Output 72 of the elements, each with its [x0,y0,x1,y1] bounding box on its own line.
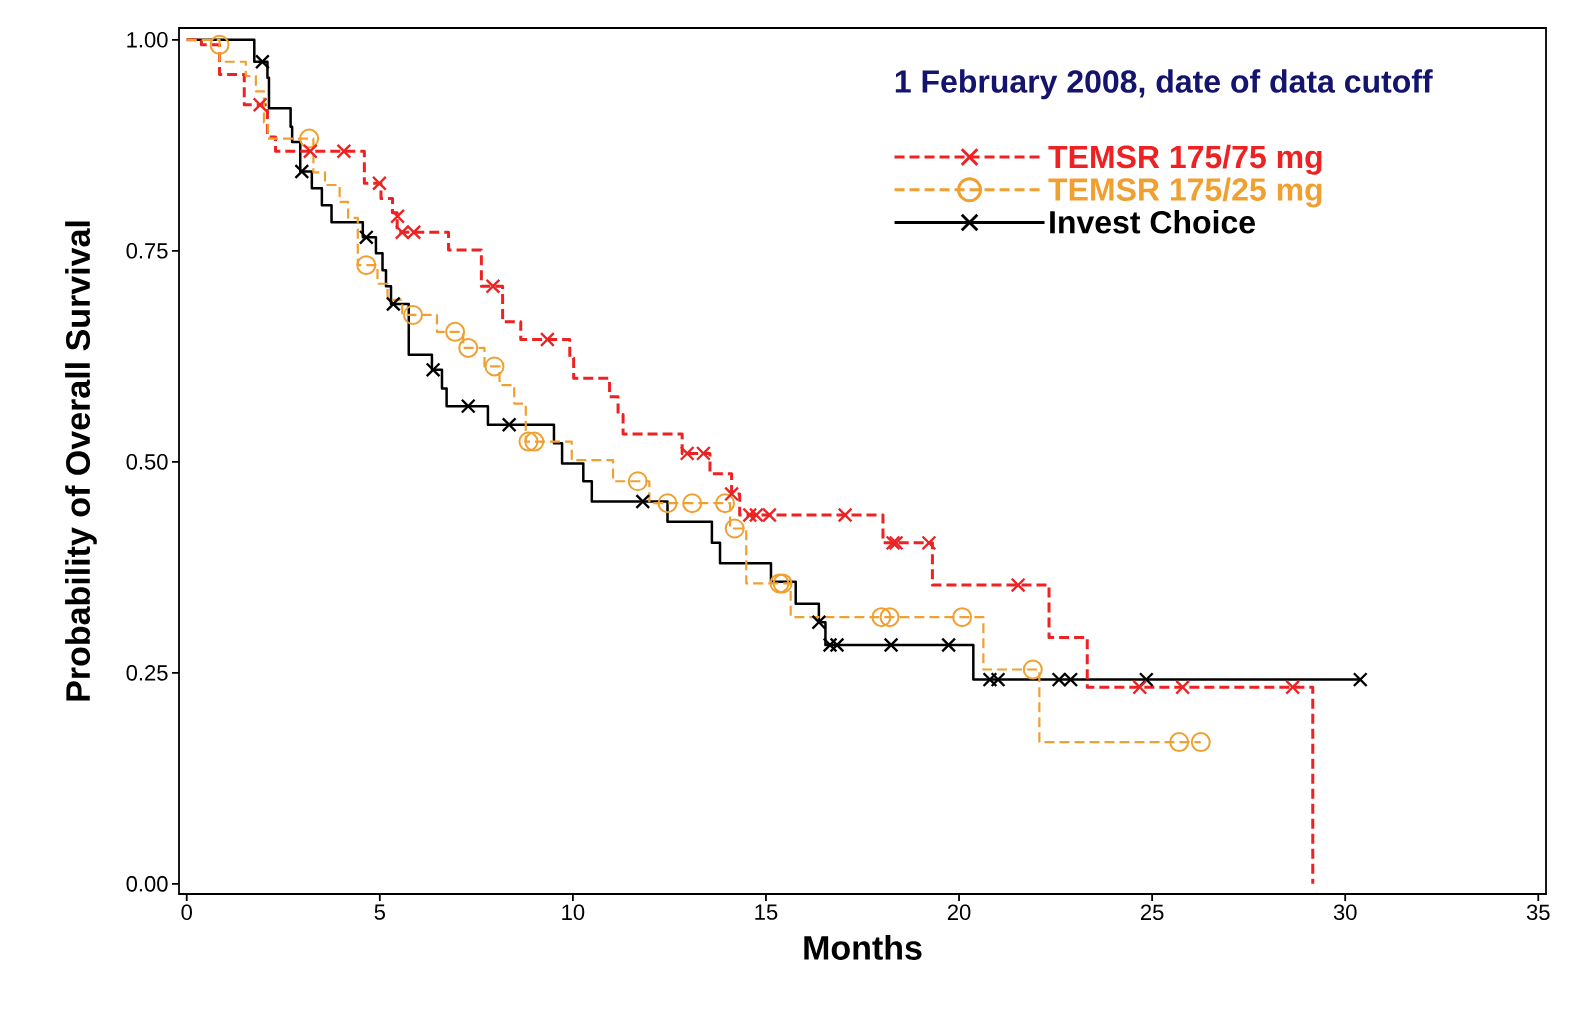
point [336,144,352,159]
point [1010,577,1026,593]
point [715,493,736,514]
point [372,176,387,191]
point [359,230,374,245]
point [1132,680,1147,695]
y-tick-label: 0.50 [126,454,168,470]
point [303,144,318,159]
point [518,431,539,452]
x-tick-label: 20 [947,904,971,921]
point [921,535,937,551]
point [255,54,270,69]
point [252,97,268,112]
x-tick-label: 0 [181,904,192,921]
point [501,417,517,432]
point [386,296,401,312]
x-tick-label: 10 [562,904,585,921]
point [403,304,424,325]
point [524,431,545,452]
point [990,672,1006,687]
x-tick-label: 5 [374,904,385,920]
y-tick-label: 1.00 [127,32,168,48]
legend-label: TEMSR 175/25 mg [1048,177,1322,208]
point [1169,732,1190,753]
point [445,321,466,342]
point [837,507,853,523]
point [294,164,309,179]
point [484,356,505,377]
legend-label: Invest Choice [1050,210,1255,234]
point [635,494,650,509]
point [811,615,827,630]
point [657,493,678,514]
point [627,471,648,492]
point [406,225,421,240]
x-tick-label: 15 [755,904,778,920]
point [883,637,899,653]
x-tick-label: 25 [1141,904,1164,921]
point [299,128,320,149]
point [680,446,695,461]
point [749,507,764,523]
point [1190,732,1211,753]
point [356,255,377,276]
point [395,225,410,240]
point [461,398,476,414]
point [1022,659,1043,680]
point [390,209,405,224]
y-tick-label: 0.25 [126,665,168,681]
y-axis-title: Probability of Overall Survival [65,221,97,701]
point [682,493,703,514]
point [1051,672,1067,687]
y-tick-label: 0.00 [126,876,168,892]
point [209,34,230,55]
x-axis-title: Months [804,934,922,960]
point [485,279,501,294]
x-tick-label: 35 [1526,904,1550,921]
point [1353,672,1368,687]
point [762,507,777,523]
y-tick-label: 0.75 [126,243,168,259]
annotation: 1 February 2008, date of data cutoff [895,69,1433,100]
point [724,486,739,502]
point [879,607,900,628]
x-tick-label: 30 [1333,904,1357,921]
point [425,362,441,378]
point [871,607,892,628]
point [952,607,973,628]
legend-label: TEMSR 175/75 mg [1048,144,1322,175]
point [458,337,479,358]
point [1285,680,1300,695]
point [1175,680,1190,695]
point [724,518,745,539]
point [941,637,956,653]
point [829,637,845,653]
